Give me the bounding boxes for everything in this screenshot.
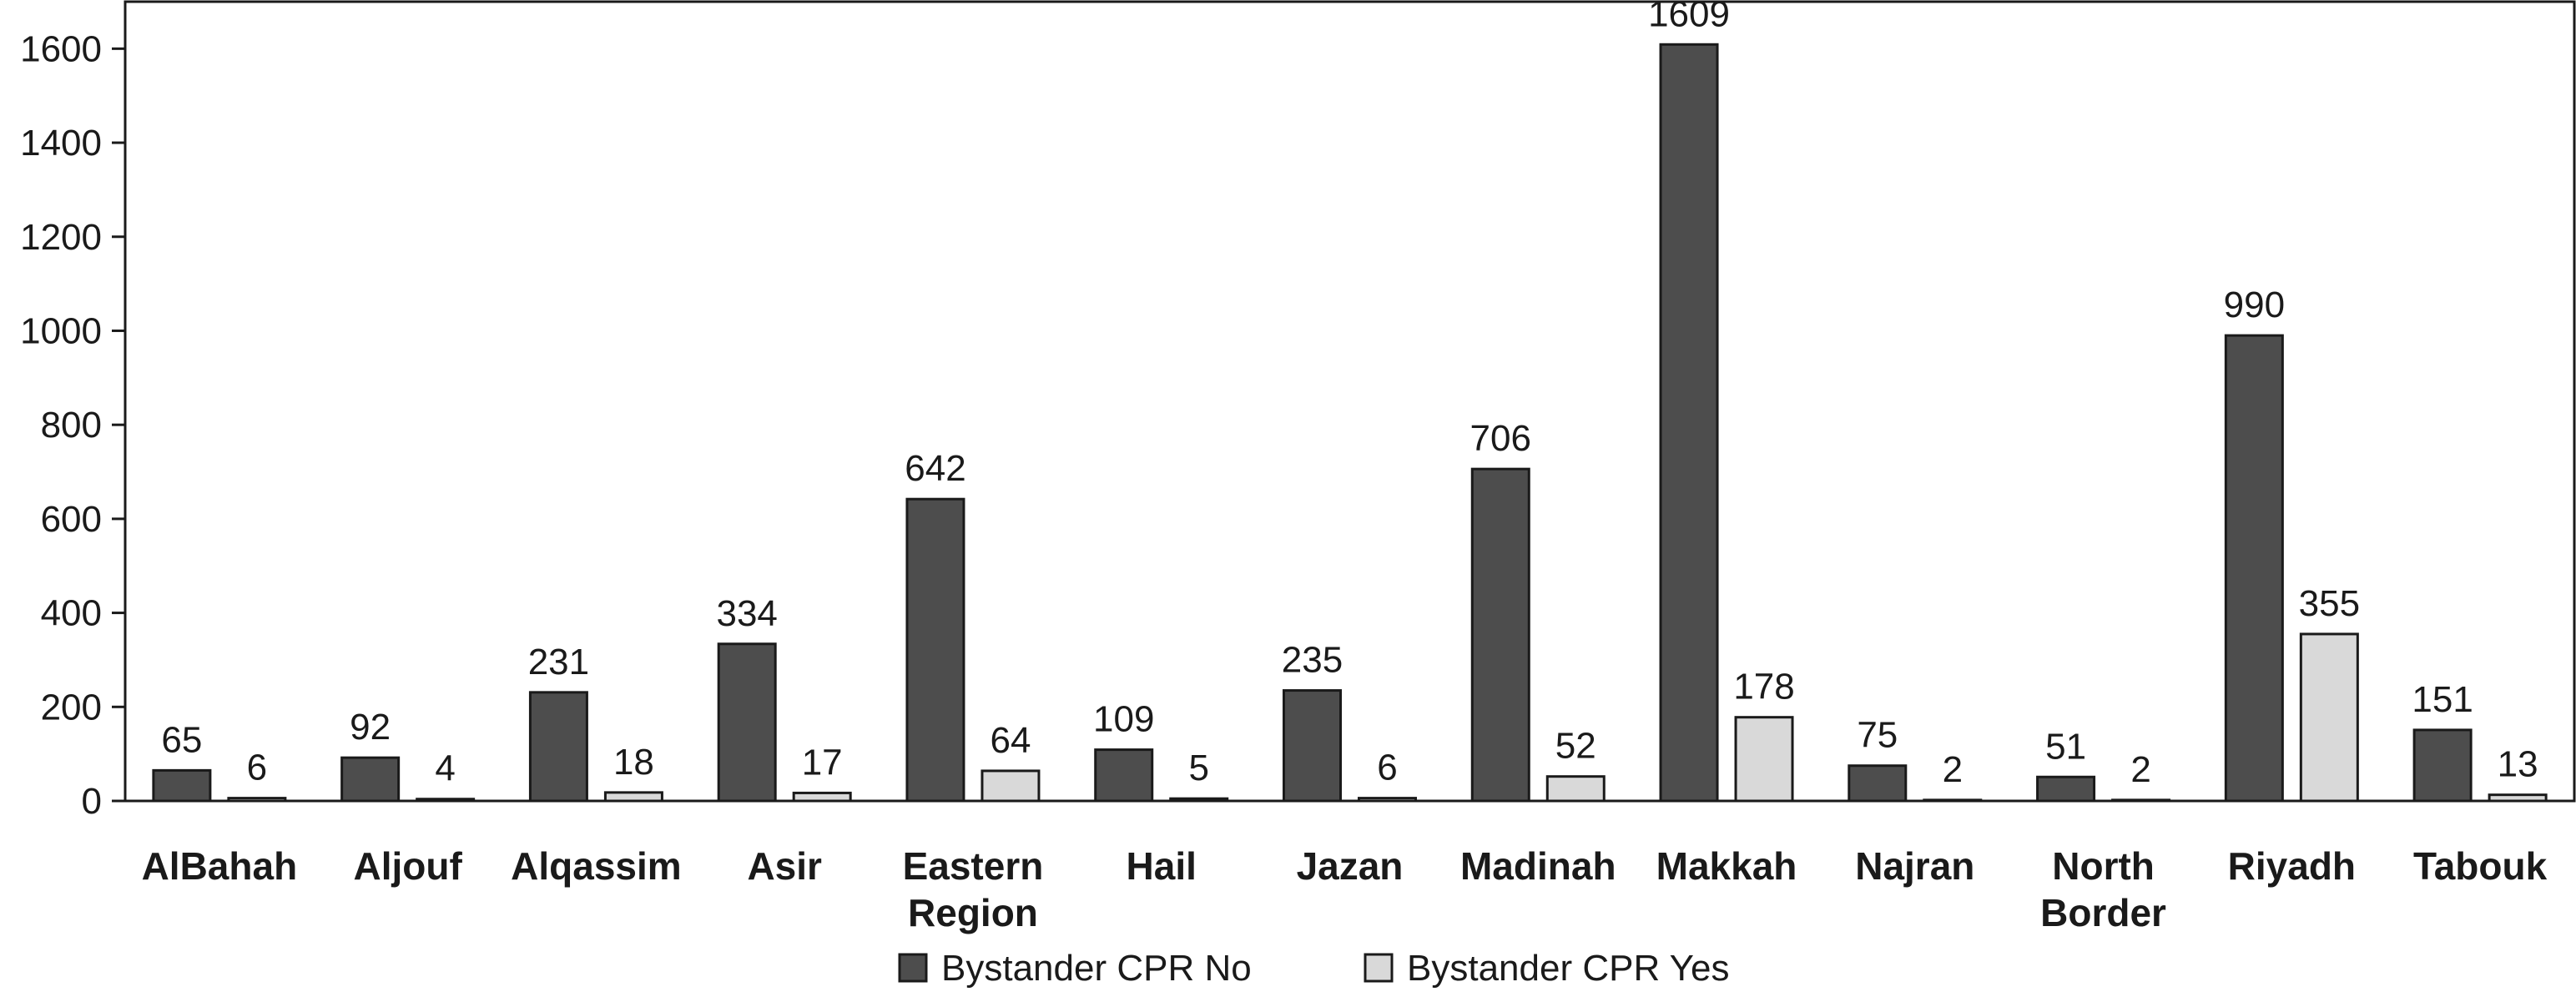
data-label: 334 [716,593,777,634]
x-tick-label: AlBahah [142,844,298,888]
x-tick-label: Makkah [1656,844,1797,888]
data-label: 990 [2224,284,2285,325]
legend-label: Bystander CPR No [941,948,1252,989]
bar-cpr-yes [980,769,1041,803]
x-tick-label: Eastern Region [903,844,1044,934]
x-tick-label: Aljouf [354,844,463,888]
y-tick-label: 1400 [20,123,102,164]
bar-cpr-yes [2299,632,2359,803]
data-label: 706 [1470,418,1531,459]
data-label: 2 [1943,749,1963,790]
y-tick-label: 0 [82,781,102,822]
data-label: 355 [2299,583,2360,624]
data-label: 64 [990,720,1031,761]
bar-cpr-no [1848,764,1908,803]
y-tick-label: 1600 [20,28,102,69]
legend-label: Bystander CPR Yes [1407,948,1729,989]
bar-cpr-yes [1545,775,1606,803]
bar-cpr-no [1659,43,1719,803]
bar-cpr-no [152,768,212,803]
bar-cpr-yes [603,791,663,803]
y-axis: 0 200 400 600 800 1000 1200 1400 1600 [20,28,125,822]
data-label: 178 [1733,667,1794,707]
data-label: 1609 [1648,0,1730,34]
bar-cpr-no [528,691,588,803]
data-label: 13 [2498,744,2538,785]
bar-cpr-yes [2488,793,2548,803]
bar-cpr-yes [416,798,476,803]
bar-cpr-no [1094,748,1154,803]
y-tick-label: 200 [41,687,102,728]
y-tick-label: 600 [41,499,102,540]
data-label: 18 [613,742,654,783]
plot-area [124,0,2576,803]
legend-swatch-cpr-yes [1364,953,1394,983]
bar-cpr-yes [2111,798,2171,803]
data-label: 65 [161,719,202,760]
bar-cpr-yes [227,797,287,803]
data-label: 109 [1093,699,1154,740]
bar-cpr-yes [1169,797,1229,803]
x-tick-label: Tabouk [2413,844,2548,888]
data-label: 17 [802,742,843,783]
data-label: 231 [528,642,589,682]
bar-cpr-no [905,497,965,803]
y-tick-label: 400 [41,593,102,634]
bar-cpr-no [2036,775,2096,803]
data-label: 5 [1188,748,1208,788]
data-label: 642 [905,448,965,489]
x-tick-label: Asir [747,844,822,888]
x-tick-label: Alqassim [511,844,682,888]
legend: Bystander CPR No Bystander CPR Yes [898,948,1729,989]
bar-cpr-no [340,756,401,803]
x-tick-label: Jazan [1297,844,1404,888]
data-label: 75 [1857,715,1898,756]
x-tick-label: Riyadh [2228,844,2356,888]
x-tick-label: Hail [1127,844,1197,888]
x-tick-label: Najran [1855,844,1974,888]
y-tick-label: 1200 [20,217,102,258]
data-label: 6 [247,748,267,788]
bar-cpr-no [717,642,777,803]
bar-cpr-no [2412,728,2473,803]
data-label: 92 [350,707,391,748]
data-label: 235 [1282,640,1343,681]
bar-cpr-yes [1358,797,1417,803]
data-label: 4 [435,748,455,789]
bar-cpr-yes [1734,716,1794,803]
data-label: 151 [2412,679,2473,720]
x-tick-label: North Border [2040,844,2166,934]
bar-cpr-yes [1923,798,1983,803]
x-tick-label: Madinah [1460,844,1616,888]
legend-swatch-cpr-no [898,953,928,983]
data-label: 52 [1555,726,1596,767]
data-label: 6 [1377,748,1397,788]
y-tick-label: 1000 [20,310,102,351]
bar-cpr-no [1283,689,1342,803]
bar-cpr-yes [792,791,852,803]
bar-cpr-no [2224,334,2284,803]
data-label: 51 [2045,726,2086,767]
x-axis-labels: AlBahah Aljouf Alqassim Asir Eastern Region Ha… [142,844,2548,934]
plot-frame [124,0,2576,803]
y-tick-label: 800 [41,405,102,446]
bar-cpr-no [1470,467,1530,803]
data-label: 2 [2130,749,2150,790]
